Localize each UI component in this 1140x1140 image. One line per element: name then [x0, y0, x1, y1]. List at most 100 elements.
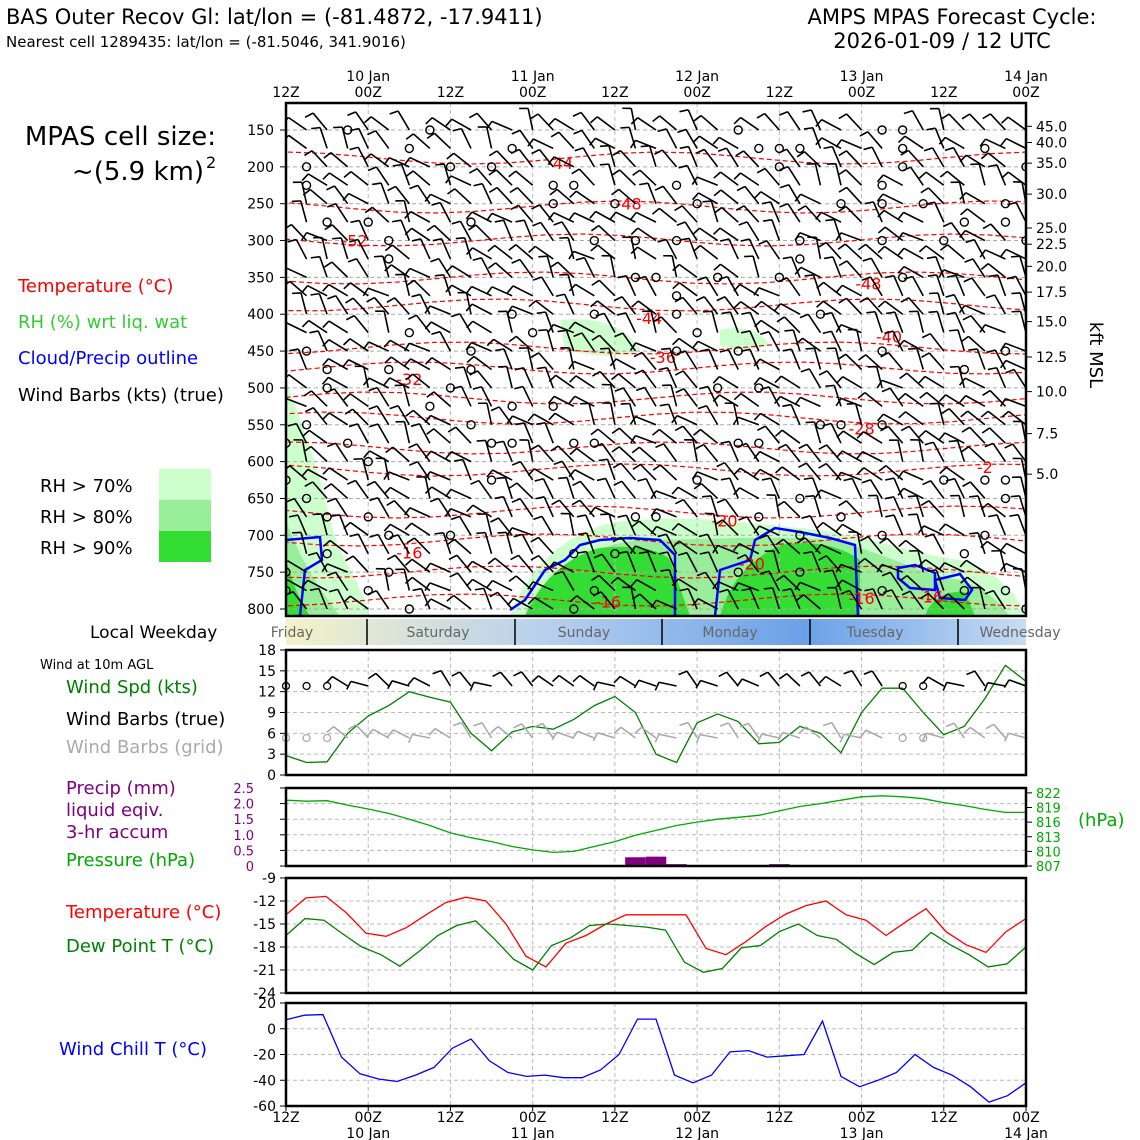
- wind-barb-flag: [876, 174, 884, 183]
- wind-barb: [676, 414, 698, 426]
- wind-barb: [389, 377, 410, 389]
- calm-circle: [466, 420, 476, 430]
- wind-barb-flag: [838, 297, 847, 304]
- wind-barb-flag: [363, 153, 372, 161]
- wind-barb: [717, 544, 739, 555]
- wind-barb-flag: [591, 334, 600, 341]
- calm-circle: [486, 162, 497, 172]
- wind-barb: [578, 168, 595, 186]
- wind-barb: [928, 352, 945, 371]
- wind-barb-flag: [733, 467, 741, 476]
- wind-barb-flag: [610, 373, 620, 381]
- legend-cloud: Cloud/Precip outline: [18, 348, 198, 369]
- calm-circle: [692, 327, 702, 338]
- wind-barb-flag: [818, 444, 828, 451]
- wind-barb: [523, 422, 534, 444]
- y-tick-label: 15: [258, 664, 276, 680]
- wind-barb-flag: [794, 232, 801, 241]
- wind-barb-flag: [577, 550, 587, 554]
- wind-barb-flag: [362, 341, 370, 350]
- wind-barb: [561, 460, 575, 481]
- wind-barb: [554, 412, 575, 426]
- wind-barb: [635, 545, 657, 555]
- wind-barb: [606, 459, 616, 481]
- wind-barb: [739, 467, 760, 481]
- wind-barb: [969, 113, 986, 131]
- wind-barb-flag: [1001, 410, 1010, 418]
- wind-barb-flag: [776, 316, 785, 323]
- wind-barb-flag: [302, 188, 311, 196]
- grid-wind-barb-flag: [387, 729, 394, 738]
- wind-barb: [453, 152, 472, 168]
- wind-barb: [768, 386, 781, 407]
- calm-circle: [651, 272, 661, 283]
- wind-barb: [785, 443, 801, 463]
- y-tick-label: -40: [253, 1073, 276, 1089]
- calm-circle: [548, 198, 558, 209]
- wind-barb-flag: [718, 275, 728, 281]
- wind-barb-flag: [679, 145, 689, 150]
- surface-wind-barb-flag: [778, 673, 788, 680]
- surface-wind-barb-flag: [531, 675, 539, 683]
- wind-barb: [846, 186, 863, 205]
- wind-barb-flag: [815, 544, 822, 553]
- wind-barb-flag: [835, 471, 842, 481]
- wind-barb: [648, 145, 657, 168]
- wind-barb-flag: [857, 243, 867, 251]
- wind-barb-flag: [861, 276, 871, 281]
- wind-barb: [682, 370, 698, 389]
- wind-barb: [635, 342, 657, 352]
- wind-barb-flag: [506, 415, 514, 424]
- wind-barb-flag: [823, 145, 833, 150]
- wind-barb: [997, 274, 1007, 297]
- wind-barb-flag: [445, 175, 452, 184]
- wind-barb-flag: [630, 211, 637, 221]
- cross-section-panel: -44-48-52-48-44-40-36-32-28-2-20-16-20-1…: [247, 101, 1067, 618]
- wind-barb: [875, 366, 883, 389]
- wind-barb: [677, 486, 698, 500]
- wind-barb: [703, 296, 719, 315]
- wind-barb-flag: [639, 182, 649, 186]
- wind-barb: [764, 168, 780, 186]
- wind-barb-flag: [629, 416, 637, 425]
- wind-barb-flag: [508, 335, 517, 343]
- wind-barb-flag: [385, 446, 394, 454]
- wind-barb-flag: [568, 283, 577, 292]
- wind-barb: [790, 404, 801, 426]
- wind-barb: [310, 390, 328, 407]
- wind-barb-flag: [719, 238, 730, 242]
- wind-barb-flag: [959, 154, 967, 163]
- wind-barb-flag: [445, 451, 453, 460]
- height-tick-label: 22.5: [1036, 237, 1067, 253]
- precip-tick-label: 0: [246, 860, 254, 875]
- wind-barb: [820, 211, 842, 223]
- weekday-label: Monday: [702, 625, 757, 641]
- calm-circle: [445, 162, 456, 172]
- wind-barb: [759, 376, 780, 389]
- calm-circle: [795, 143, 805, 154]
- wind-barb: [455, 426, 472, 444]
- wind-barb-flag: [345, 555, 354, 562]
- wind-barb-flag: [404, 211, 412, 219]
- wind-barb: [615, 211, 636, 223]
- wind-barb-flag: [412, 587, 422, 592]
- wind-barb-flag: [424, 193, 432, 202]
- wind-barb-flag: [778, 148, 788, 154]
- wind-barb: [389, 339, 410, 352]
- wind-barb-flag: [900, 297, 910, 303]
- wind-barb: [429, 305, 451, 315]
- wind-barb: [637, 227, 657, 242]
- wind-barb-flag: [322, 539, 331, 548]
- temperature-contour-label: -16: [595, 593, 621, 612]
- wind-barb: [650, 311, 657, 333]
- wind-barb: [331, 224, 349, 242]
- weekday-label: Saturday: [406, 625, 469, 641]
- wind-barb-flag: [629, 435, 637, 444]
- wind-barb-flag: [536, 311, 546, 315]
- wind-barb-flag: [798, 462, 807, 469]
- wind-barb-flag: [384, 264, 392, 272]
- wind-barb: [759, 450, 780, 463]
- wind-barb-flag: [926, 127, 936, 131]
- wind-barb-flag: [590, 244, 599, 252]
- wind-barb: [412, 409, 431, 426]
